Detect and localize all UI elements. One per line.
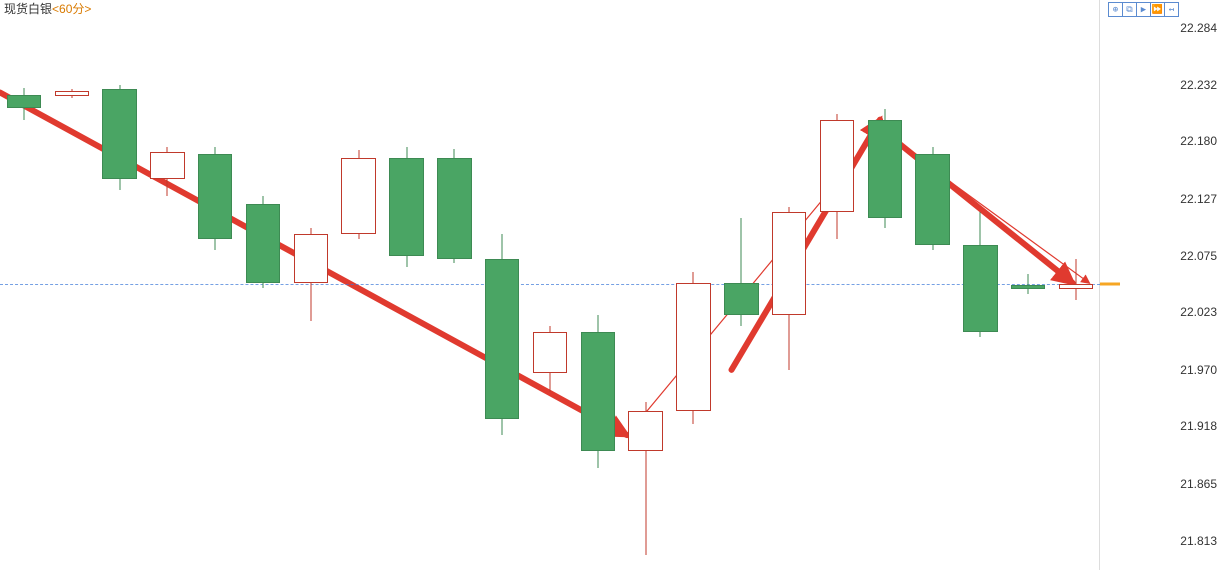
candle [628,402,662,554]
last-price-marker [1100,282,1120,285]
candle-body [294,234,328,283]
candle [485,234,519,435]
candle [102,85,136,191]
candle-body [628,411,662,451]
y-tick-label: 21.813 [1180,534,1217,548]
candle [963,212,997,337]
candle [55,89,89,98]
candle-body [868,120,902,218]
candle-body [485,259,519,419]
y-tick-label: 22.180 [1180,134,1217,148]
candle-body [581,332,615,452]
candle [341,150,375,239]
candle [389,147,423,267]
candle [915,147,949,250]
y-tick-label: 22.075 [1180,249,1217,263]
candle [1059,259,1093,300]
candle [246,196,280,288]
last-price-line [0,284,1100,285]
candle-wick [1028,274,1029,294]
candle-body [676,283,710,411]
candle-wick [1076,259,1077,300]
candle-body [915,154,949,244]
candle-body [772,212,806,315]
y-tick-label: 21.918 [1180,419,1217,433]
candle-body [7,95,41,108]
candle [724,218,758,327]
candle-body [102,89,136,179]
candle-body [198,154,232,239]
candle-body [724,283,758,316]
y-tick-label: 22.023 [1180,305,1217,319]
candle-body [1011,285,1045,289]
plot-area[interactable] [0,0,1100,570]
candle-body [437,158,471,259]
y-tick-label: 22.284 [1180,21,1217,35]
candle-body [246,204,280,282]
y-tick-label: 22.232 [1180,78,1217,92]
candle-body [55,91,89,95]
candle [820,114,854,239]
candle-body [341,158,375,234]
candle [150,147,184,196]
candle [7,88,41,120]
candle-body [820,120,854,212]
candle [437,149,471,263]
candle-body [389,158,423,256]
candle [581,315,615,467]
candle [868,109,902,229]
arrow-overlay [0,0,1100,570]
candle-body [150,152,184,179]
chart-root: 现货白银<60分> ⊕ ⧉ ▶ ⏩ ↤ 22.28422.23222.18022… [0,0,1221,572]
candle [676,272,710,424]
candle-body [963,245,997,332]
candle [533,326,567,391]
y-tick-label: 21.865 [1180,477,1217,491]
candle-body [1059,284,1093,289]
candle-body [533,332,567,373]
y-tick-label: 22.127 [1180,192,1217,206]
y-tick-label: 21.970 [1180,363,1217,377]
candle [198,147,232,250]
candle [1011,274,1045,294]
candle [772,207,806,370]
candle [294,228,328,320]
